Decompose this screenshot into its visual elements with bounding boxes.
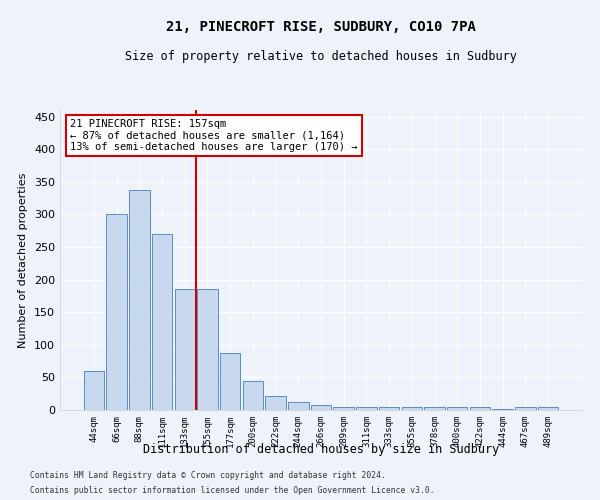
Bar	[265, 396, 286, 410]
Bar	[311, 406, 331, 410]
Bar	[538, 408, 558, 410]
Text: Contains public sector information licensed under the Open Government Licence v3: Contains public sector information licen…	[30, 486, 434, 495]
Y-axis label: Number of detached properties: Number of detached properties	[19, 172, 28, 348]
Text: Distribution of detached houses by size in Sudbury: Distribution of detached houses by size …	[143, 444, 499, 456]
Bar	[379, 408, 400, 410]
Bar	[197, 290, 218, 410]
Bar	[470, 408, 490, 410]
Bar	[356, 408, 377, 410]
Text: 21 PINECROFT RISE: 157sqm
← 87% of detached houses are smaller (1,164)
13% of se: 21 PINECROFT RISE: 157sqm ← 87% of detac…	[70, 119, 358, 152]
Bar	[84, 371, 104, 410]
Bar	[129, 190, 149, 410]
Bar	[334, 408, 354, 410]
Text: Contains HM Land Registry data © Crown copyright and database right 2024.: Contains HM Land Registry data © Crown c…	[30, 471, 386, 480]
Bar	[175, 290, 195, 410]
Bar	[447, 408, 467, 410]
Bar	[288, 402, 308, 410]
Bar	[220, 352, 241, 410]
Bar	[424, 406, 445, 410]
Bar	[401, 408, 422, 410]
Bar	[515, 408, 536, 410]
Bar	[152, 234, 172, 410]
Bar	[106, 214, 127, 410]
Bar	[242, 380, 263, 410]
Text: 21, PINECROFT RISE, SUDBURY, CO10 7PA: 21, PINECROFT RISE, SUDBURY, CO10 7PA	[166, 20, 476, 34]
Text: Size of property relative to detached houses in Sudbury: Size of property relative to detached ho…	[125, 50, 517, 63]
